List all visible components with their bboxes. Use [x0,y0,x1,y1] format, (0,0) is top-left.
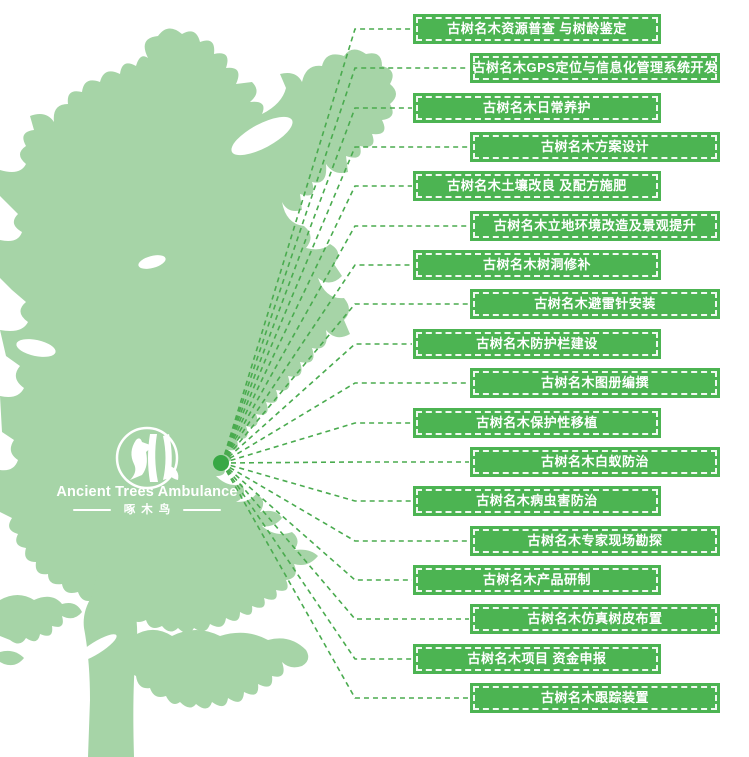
logo-wordmark: Ancient Trees Ambulance 啄木鸟 [52,484,242,517]
service-banner: 古树名木仿真树皮布置 [470,604,720,634]
logo-subtitle: 啄木鸟 [123,504,177,516]
service-banner: 古树名木防护栏建设 [413,329,661,359]
connector-line [221,146,469,464]
logo-subtitle-row: 啄木鸟 [52,503,242,517]
service-banner: 古树名木GPS定位与信息化管理系统开发 [470,53,720,83]
service-banner: 古树名木资源普查 与树龄鉴定 [413,14,661,44]
connector-line [221,107,412,464]
connector-line [221,185,412,464]
service-label: 古树名木GPS定位与信息化管理系统开发 [472,60,718,75]
service-banner: 古树名木树洞修补 [413,250,661,280]
service-label: 古树名木资源普查 与树龄鉴定 [447,21,627,36]
connector-line [221,462,469,620]
connector-line [221,343,412,464]
connector-lines [221,28,469,699]
service-label: 古树名木产品研制 [482,572,591,587]
service-label: 古树名木立地环境改造及景观提升 [493,218,697,233]
canopy-gaps [16,116,370,662]
service-banner: 古树名木专家现场勘探 [470,526,720,556]
connector-line [221,382,469,464]
connector-line [221,28,412,464]
service-label: 古树名木白蚁防治 [540,454,649,469]
connector-line [221,462,469,699]
service-label: 古树名木仿真树皮布置 [527,611,663,626]
connector-line [221,422,412,464]
service-banner: 古树名木跟踪装置 [470,683,720,713]
service-banner: 古树名木白蚁防治 [470,447,720,477]
hub-dot [213,455,229,471]
connector-line [221,67,469,464]
service-label: 古树名木避雷针安装 [534,296,656,311]
service-label: 古树名木土壤改良 及配方施肥 [447,178,627,193]
connector-line [221,462,412,660]
service-banner: 古树名木保护性移植 [413,408,661,438]
service-label: 古树名木跟踪装置 [540,690,649,705]
connector-line [221,225,469,464]
service-banner: 古树名木方案设计 [470,132,720,162]
service-label: 古树名木树洞修补 [482,257,591,272]
service-label: 古树名木项目 资金申报 [467,651,607,666]
connector-line [221,303,469,464]
service-banner: 古树名木项目 资金申报 [413,644,661,674]
service-label: 古树名木防护栏建设 [476,336,598,351]
service-label: 古树名木图册编撰 [540,375,649,390]
service-banner: 古树名木产品研制 [413,565,661,595]
connector-line [221,462,412,502]
service-banner: 古树名木立地环境改造及景观提升 [470,211,720,241]
service-label: 古树名木专家现场勘探 [527,533,663,548]
logo-title: Ancient Trees Ambulance [56,484,238,500]
service-label: 古树名木日常养护 [482,100,591,115]
woodpecker-logo-icon [115,426,179,490]
service-label: 古树名木病虫害防治 [476,493,598,508]
service-label: 古树名木方案设计 [540,139,649,154]
service-banner: 古树名木日常养护 [413,93,661,123]
tree-silhouette [0,28,396,757]
connector-line [221,264,412,464]
service-banner: 古树名木避雷针安装 [470,289,720,319]
subtitle-left-rule [72,509,111,511]
connector-line [221,462,469,542]
service-banner: 古树名木土壤改良 及配方施肥 [413,171,661,201]
service-banner: 古树名木病虫害防治 [413,486,661,516]
connector-line [221,461,469,464]
subtitle-right-rule [183,509,222,511]
service-banner: 古树名木图册编撰 [470,368,720,398]
service-label: 古树名木保护性移植 [476,415,598,430]
